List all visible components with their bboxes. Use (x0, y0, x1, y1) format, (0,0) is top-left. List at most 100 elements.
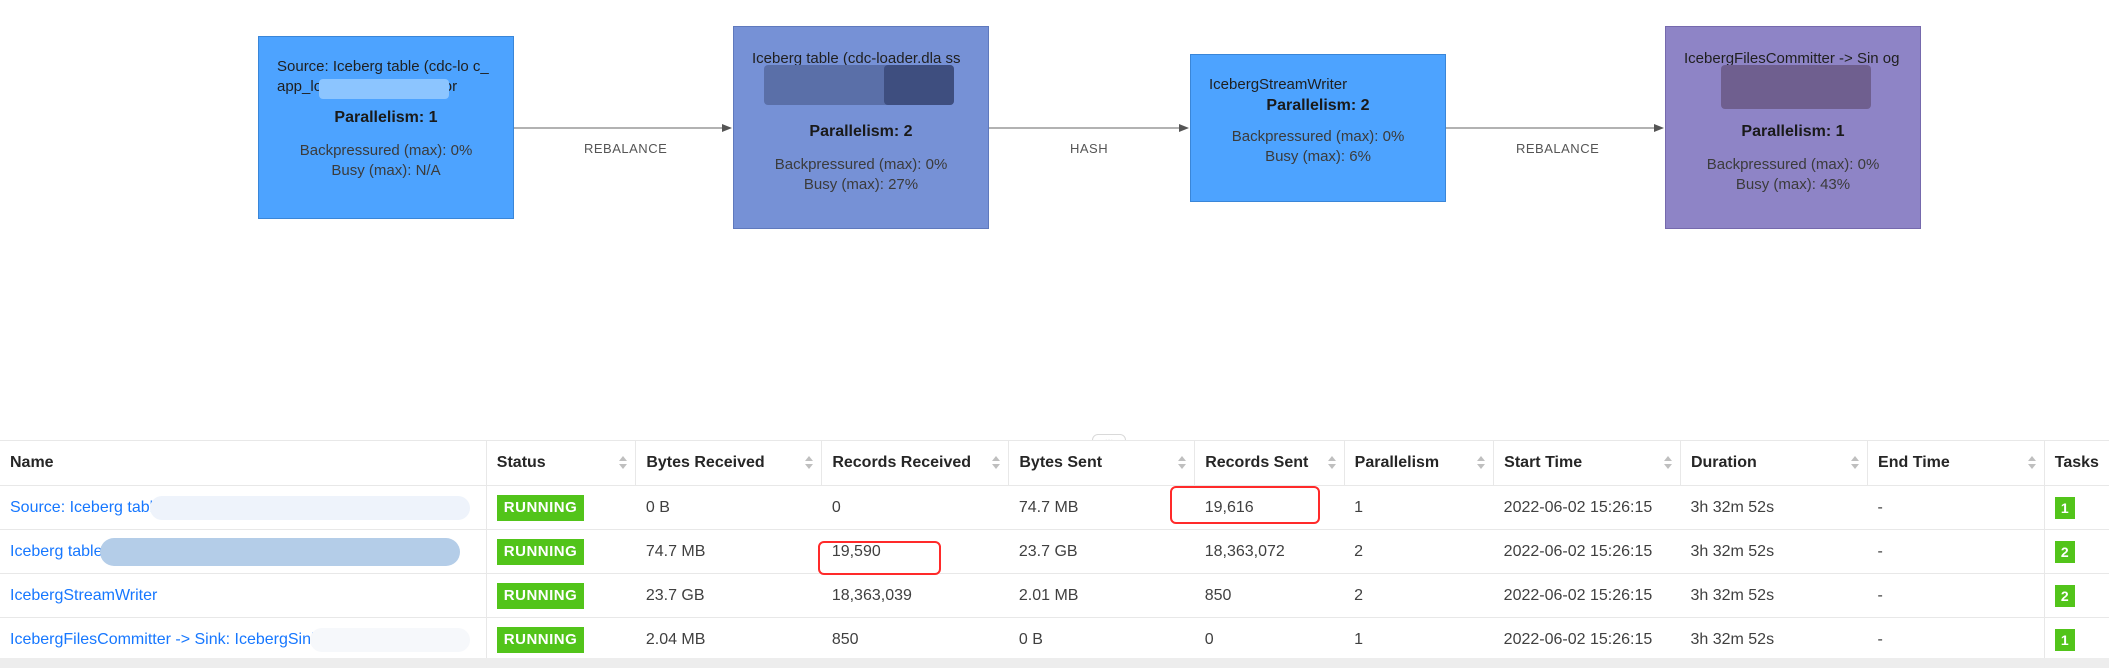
bytes-received-cell: 23.7 GB (635, 573, 822, 618)
records-sent-cell: 18,363,072 (1194, 529, 1345, 574)
graph-node-source[interactable]: Source: Iceberg table (cdc-lo c_app_log_… (258, 36, 514, 219)
horizontal-scrollbar[interactable] (0, 658, 2109, 668)
col-header-parallelism[interactable]: Parallelism (1344, 441, 1495, 486)
col-header-label: Bytes Sent (1019, 454, 1103, 471)
node-busy: Busy (max): N/A (331, 162, 441, 179)
redaction-blur (1721, 65, 1871, 109)
graph-node-stream-writer[interactable]: IcebergStreamWriter Parallelism: 2 Backp… (1190, 54, 1446, 202)
task-count-badge[interactable]: 2 (2054, 584, 2075, 607)
vertices-table-grid: Name Status Bytes Received Records Recei… (0, 441, 2109, 662)
graph-node-files-committer[interactable]: IcebergFilesCommitter -> Sin og Parallel… (1665, 26, 1921, 229)
bytes-received-cell: 0 B (635, 485, 822, 530)
node-backpressured: Backpressured (max): 0% (1231, 128, 1405, 145)
job-graph: REBALANCE HASH REBALANCE Source: Iceberg… (258, 26, 1921, 229)
sort-icon[interactable] (1178, 456, 1187, 470)
vertex-name[interactable]: Iceberg table s... (0, 529, 487, 574)
status-badge: RUNNING (496, 626, 585, 653)
col-header-bytes-sent[interactable]: Bytes Sent (1008, 441, 1196, 486)
node-backpressured: Backpressured (max): 0% (774, 156, 948, 173)
graph-node-iceberg-table[interactable]: Iceberg table (cdc-loader.dla ss Paralle… (733, 26, 989, 229)
redaction-blur (100, 538, 460, 566)
node-busy: Busy (max): 43% (1735, 176, 1851, 193)
sort-icon[interactable] (1477, 456, 1486, 470)
tasks-cell: 2 (2043, 529, 2109, 574)
status-badge: RUNNING (496, 582, 585, 609)
parallelism-cell: 1 (1344, 485, 1494, 530)
col-header-label: End Time (1878, 454, 1950, 471)
records-sent-cell: 850 (1194, 573, 1345, 618)
end-time-cell: - (1867, 573, 2045, 618)
col-header-label: Name (10, 454, 54, 471)
bytes-sent-cell: 23.7 GB (1008, 529, 1195, 574)
sort-icon[interactable] (619, 456, 628, 470)
status-badge: RUNNING (496, 538, 585, 565)
parallelism-cell: 2 (1344, 573, 1494, 618)
node-parallelism: Parallelism: 2 (809, 123, 913, 140)
duration-cell: 3h 32m 52s (1680, 573, 1868, 618)
col-header-start-time[interactable]: Start Time (1493, 441, 1681, 486)
sort-icon[interactable] (1663, 456, 1672, 470)
records-sent-cell: 0 (1194, 617, 1345, 662)
status-cell: RUNNING (486, 529, 636, 574)
col-header-records-sent[interactable]: Records Sent (1194, 441, 1345, 486)
task-count-badge[interactable]: 2 (2054, 540, 2075, 563)
sort-icon[interactable] (2027, 456, 2036, 470)
col-header-end-time[interactable]: End Time (1867, 441, 2045, 486)
duration-cell: 3h 32m 52s (1680, 617, 1868, 662)
col-header-label: Status (496, 454, 546, 471)
vertex-link[interactable]: IcebergStreamWriter (10, 586, 158, 604)
col-header-records-received[interactable]: Records Received (821, 441, 1010, 486)
task-count-badge[interactable]: 1 (2054, 496, 2075, 519)
parallelism-cell: 2 (1344, 529, 1494, 574)
col-header-bytes-received[interactable]: Bytes Received (635, 441, 823, 486)
col-header-name[interactable]: Name (0, 441, 487, 486)
status-badge: RUNNING (496, 494, 585, 521)
sort-icon[interactable] (805, 456, 814, 470)
parallelism-cell: 1 (1344, 617, 1494, 662)
bytes-sent-cell: 0 B (1008, 617, 1195, 662)
node-busy: Busy (max): 6% (1265, 148, 1371, 165)
table-row[interactable]: IcebergFilesCommitter -> Sink: IcebergSi… (0, 617, 2109, 662)
node-backpressured: Backpressured (max): 0% (299, 142, 473, 159)
col-header-status[interactable]: Status (486, 441, 637, 486)
sort-icon[interactable] (1851, 456, 1860, 470)
node-title: IcebergStreamWriter (1209, 76, 1348, 93)
tasks-cell: 1 (2043, 617, 2109, 662)
graph-edges (514, 124, 1664, 132)
bytes-received-cell: 74.7 MB (635, 529, 822, 574)
vertex-name[interactable]: IcebergFilesCommitter -> Sink: IcebergSi… (0, 617, 487, 662)
redaction-blur (884, 65, 954, 105)
edge-label-2: HASH (1070, 141, 1109, 156)
node-backpressured: Backpressured (max): 0% (1706, 156, 1880, 173)
vertex-link[interactable]: Iceberg table s... (10, 542, 129, 560)
col-header-label: Parallelism (1354, 454, 1440, 471)
col-header-duration[interactable]: Duration (1680, 441, 1869, 486)
col-header-label: Records Received (832, 454, 972, 471)
sort-icon[interactable] (1327, 456, 1336, 470)
vertex-name[interactable]: IcebergStreamWriter (0, 573, 487, 618)
redaction-blur (310, 628, 470, 652)
sort-icon[interactable] (992, 456, 1001, 470)
redaction-blur (319, 79, 449, 99)
start-time-cell: 2022-06-02 15:26:15 (1493, 485, 1681, 530)
table-row[interactable]: IcebergStreamWriter RUNNING 23.7 GB 18,3… (0, 573, 2109, 618)
status-cell: RUNNING (486, 573, 636, 618)
task-count-badge[interactable]: 1 (2054, 628, 2075, 651)
node-parallelism: Parallelism: 1 (334, 109, 438, 126)
col-header-tasks[interactable]: Tasks (2043, 441, 2109, 486)
table-row[interactable]: Iceberg table s... RUNNING 74.7 MB 19,59… (0, 529, 2109, 574)
vertices-table: Name Status Bytes Received Records Recei… (0, 440, 2109, 669)
vertex-link[interactable]: Source: Iceberg table (10, 498, 163, 516)
vertex-name[interactable]: Source: Iceberg table (0, 485, 487, 530)
node-parallelism: Parallelism: 2 (1266, 97, 1370, 114)
records-received-cell: 850 (821, 617, 1009, 662)
records-received-cell: 0 (821, 485, 1009, 530)
vertex-link[interactable]: IcebergFilesCommitter -> Sink: IcebergSi… (10, 630, 319, 648)
col-header-label: Start Time (1504, 454, 1583, 471)
duration-cell: 3h 32m 52s (1680, 485, 1868, 530)
status-cell: RUNNING (486, 617, 636, 662)
start-time-cell: 2022-06-02 15:26:15 (1493, 529, 1681, 574)
table-row[interactable]: Source: Iceberg table RUNNING 0 B 0 74.7… (0, 485, 2109, 530)
end-time-cell: - (1867, 485, 2045, 530)
highlight-box-records-received (818, 541, 941, 575)
